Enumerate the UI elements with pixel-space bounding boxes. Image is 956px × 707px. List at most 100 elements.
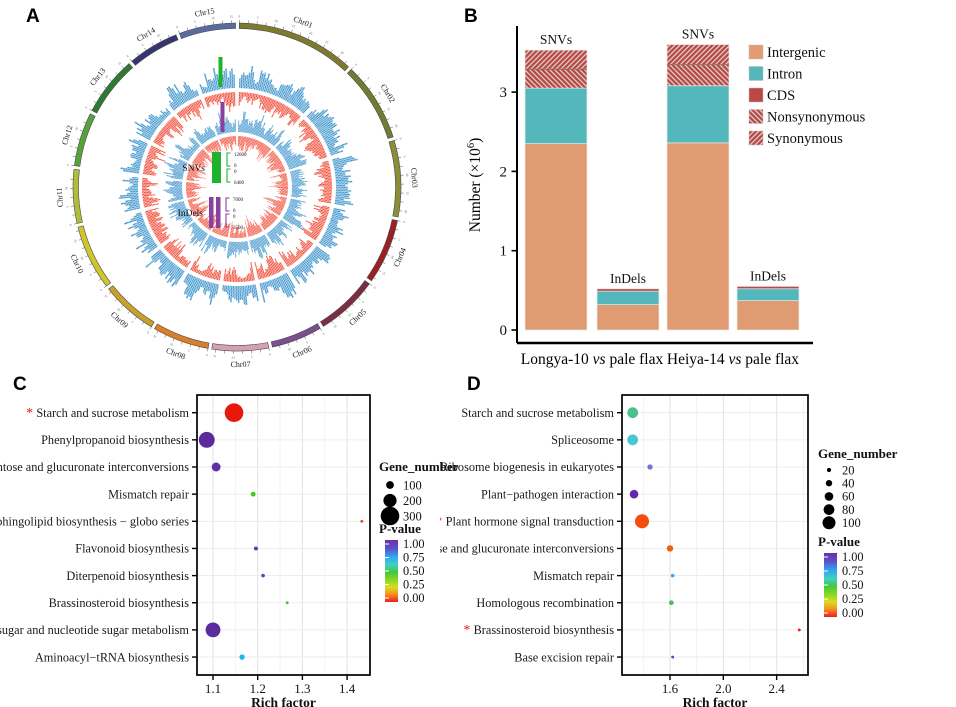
svg-text:25: 25	[324, 40, 329, 45]
svg-text:SNVs: SNVs	[540, 32, 572, 47]
bubble-point	[224, 403, 244, 422]
b-axes: 0 1 2 3 Number (×106) Longya-10 vs pale flax H…	[466, 26, 813, 368]
svg-text:Chr03: Chr03	[409, 168, 419, 188]
svg-text:1.6: 1.6	[662, 681, 679, 696]
svg-text:10: 10	[347, 312, 352, 317]
x-axis-label: Rich factor	[251, 695, 316, 707]
svg-text:5: 5	[257, 16, 259, 20]
svg-text:0.75: 0.75	[403, 551, 425, 565]
bubble-point	[671, 655, 675, 659]
bubble-point	[253, 546, 258, 551]
svg-text:Chr11: Chr11	[55, 187, 65, 207]
svg-text:3500: 3500	[233, 226, 244, 231]
svg-text:6400: 6400	[234, 181, 245, 186]
kegg-enrichment-bubble-plot-longya: * Starch and sucrose metabolism Phenylpro…	[0, 394, 459, 707]
pathway-label: Ribosome biogenesis in eukaryotes	[440, 460, 614, 474]
svg-text:5: 5	[397, 238, 401, 241]
svg-text:0: 0	[500, 323, 508, 339]
svg-text:15: 15	[386, 107, 391, 112]
svg-text:15: 15	[117, 61, 122, 66]
svg-text:15: 15	[73, 239, 78, 244]
bubble-point	[634, 514, 650, 529]
svg-text:80: 80	[842, 503, 855, 517]
bubble-point	[668, 600, 674, 606]
svg-text:10: 10	[169, 342, 174, 347]
pathway-label: * Starch and sucrose metabolism	[26, 405, 189, 420]
bubble-point	[198, 431, 215, 448]
svg-text:2.4: 2.4	[769, 681, 786, 696]
pathway-label: Pentose and glucuronate interconversions	[0, 460, 189, 474]
svg-text:15: 15	[333, 324, 338, 329]
b-y-axis-label: Number (×106)	[466, 138, 484, 233]
bubble-point	[647, 464, 653, 470]
svg-text:0: 0	[99, 288, 103, 292]
svg-text:0.00: 0.00	[842, 606, 864, 620]
pathway-label: Aminoacyl−tRNA biosynthesis	[35, 650, 189, 664]
svg-text:10: 10	[211, 16, 215, 20]
svg-text:0: 0	[239, 15, 241, 19]
svg-text:Intergenic: Intergenic	[767, 45, 826, 61]
b-bars: SNVs InDels SNVs InDels	[524, 27, 800, 331]
svg-text:20: 20	[842, 463, 855, 477]
svg-text:1.4: 1.4	[339, 681, 356, 696]
svg-text:40: 40	[842, 477, 855, 491]
svg-text:0: 0	[146, 330, 150, 334]
svg-text:SNVs: SNVs	[182, 164, 205, 174]
bubble-point	[250, 491, 256, 497]
svg-text:10: 10	[104, 74, 109, 79]
pathway-label: Spliceosome	[551, 433, 614, 447]
svg-text:0.00: 0.00	[403, 591, 425, 605]
svg-text:SNVs: SNVs	[682, 27, 714, 42]
pathway-label: * Brassinosteroid biosynthesis	[463, 622, 614, 637]
svg-text:15: 15	[230, 15, 234, 19]
bubble-point	[666, 545, 674, 552]
svg-text:5: 5	[361, 300, 365, 304]
kegg-enrichment-bubble-plot-heiya: Starch and sucrose metabolism Spliceosome…	[440, 394, 898, 707]
svg-text:Chr06: Chr06	[291, 344, 313, 360]
bubble-point	[205, 622, 221, 638]
svg-text:15: 15	[405, 192, 409, 196]
svg-text:100: 100	[842, 516, 861, 530]
pathway-label: Amino sugar and nucleotide sugar metabol…	[0, 623, 189, 637]
svg-text:InDels: InDels	[610, 271, 646, 286]
svg-text:5: 5	[94, 90, 98, 94]
chromosome-ring: Chr01Chr02Chr03Chr04Chr05Chr06Chr07Chr08…	[55, 6, 420, 369]
svgC-plot: * Starch and sucrose metabolism Phenylpro…	[0, 394, 371, 707]
svg-text:30: 30	[339, 50, 344, 55]
svg-text:0: 0	[205, 353, 208, 357]
svg-text:0.50: 0.50	[403, 564, 425, 578]
svg-text:10: 10	[74, 126, 79, 131]
svg-text:5: 5	[141, 43, 145, 47]
svg-text:200: 200	[403, 494, 422, 508]
pathway-label: Starch and sucrose metabolism	[461, 406, 614, 420]
svg-text:5: 5	[250, 355, 252, 359]
svg-text:100: 100	[403, 478, 422, 492]
svg-text:15: 15	[291, 24, 296, 29]
bubble-point	[360, 519, 364, 523]
svg-text:0: 0	[321, 332, 325, 336]
svg-text:10: 10	[64, 186, 68, 190]
svg-text:Synonymous: Synonymous	[767, 131, 843, 147]
svg-text:10: 10	[287, 347, 292, 352]
svg-text:7000: 7000	[233, 198, 244, 203]
svg-text:0: 0	[234, 170, 237, 175]
svg-text:Chr10: Chr10	[69, 253, 86, 275]
svg-text:5: 5	[366, 76, 370, 80]
svg-text:0: 0	[354, 63, 358, 67]
svg-text:3: 3	[500, 85, 508, 101]
bubble-point	[629, 489, 639, 499]
x-axis-label: Rich factor	[683, 695, 748, 707]
svg-text:0: 0	[234, 164, 237, 169]
svg-text:0: 0	[402, 221, 406, 224]
bubble-point	[627, 407, 639, 419]
svg-text:0: 0	[268, 352, 271, 356]
svg-text:0: 0	[176, 25, 179, 29]
svg-text:InDels: InDels	[178, 209, 204, 219]
svg-text:5: 5	[88, 273, 92, 277]
svg-text:1: 1	[500, 244, 508, 260]
pathway-label: Mismatch repair	[108, 487, 189, 501]
svg-text:300: 300	[403, 509, 422, 523]
bubble-point	[627, 434, 639, 446]
